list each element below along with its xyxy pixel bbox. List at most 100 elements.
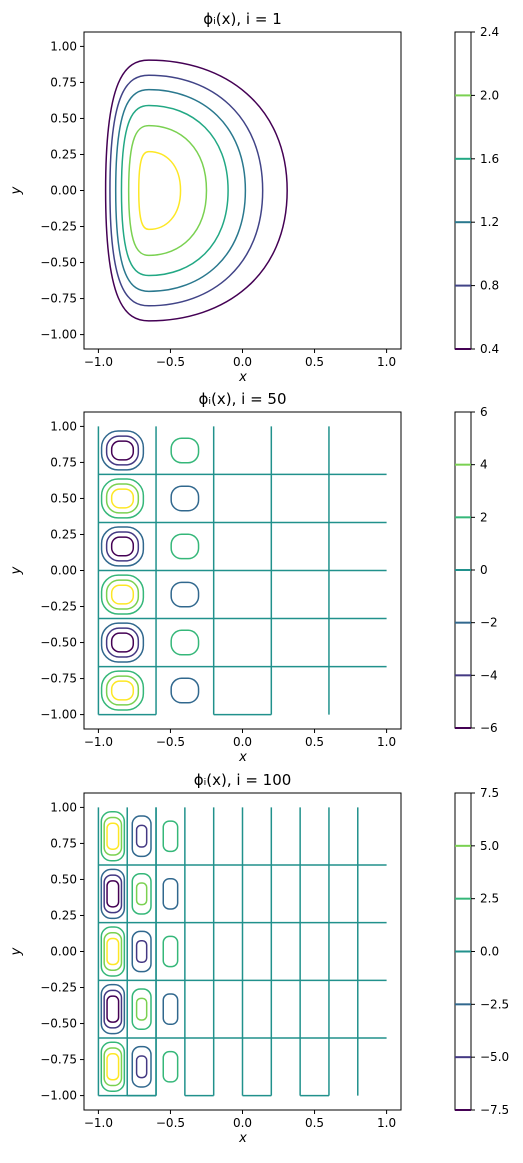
chart-title: ϕᵢ(x), i = 100 [194,771,292,789]
contour-cell-3-ring-0 [100,574,145,615]
colorbar-tick-label: 0 [480,563,488,577]
contour-level-0 [104,59,288,322]
colorbar-tick-label: −4 [480,668,498,682]
y-tick-label: 1.00 [50,419,77,433]
contour-cell-4-ring-1 [105,627,140,658]
y-tick-label: 0.50 [50,491,77,505]
x-axis-label: x [238,1131,247,1146]
contour-cell-0-ring-0 [100,430,145,471]
contour-cell-13-ring-0 [162,993,179,1026]
y-axis-label: y [9,566,24,575]
y-tick-label: 0.00 [50,945,77,959]
colorbar-tick-label: 5.0 [480,839,499,853]
contour-cell-0-ring-1 [105,435,140,466]
contour-cell-1-ring-1 [103,874,123,914]
contour-cell-11-ring-0 [162,877,179,910]
contour-cell-4-ring-0 [100,1041,126,1093]
contour-cell-7-ring-1 [135,939,148,964]
x-tick-label: 0.0 [233,735,252,749]
contour-cell-2-ring-2 [106,937,120,966]
y-tick-label: −0.50 [40,636,77,650]
contour-cell-1-ring-0 [100,868,126,920]
contour-cell-2-ring-1 [105,531,140,562]
colorbar-tick-label: 6 [480,405,488,419]
axes-frame [83,31,402,350]
colorbar-tick-label: 1.2 [480,215,499,229]
plot-area-1 [80,31,475,353]
contour-level-2 [114,88,247,293]
contour-cell-6-ring-0 [170,437,200,464]
x-axis-label: x [238,750,247,765]
contour-cell-5-ring-0 [131,815,152,858]
contour-cell-1-ring-2 [110,488,135,509]
y-tick-label: 0.00 [50,184,77,198]
contour-cell-10-ring-0 [170,629,200,656]
contour-cell-9-ring-1 [135,1055,148,1079]
x-tick-label: −0.5 [156,1116,185,1130]
y-tick-label: 0.50 [50,872,77,886]
colorbar-tick-label: 0.8 [480,279,499,293]
colorbar-tick-label: 4 [480,458,488,472]
contour-cell-4-ring-1 [103,1047,123,1087]
x-tick-label: −0.5 [156,735,185,749]
y-tick-label: −0.75 [40,672,77,686]
contour-cell-3-ring-1 [103,989,123,1029]
contour-cell-5-ring-1 [135,824,148,848]
contour-cell-8-ring-1 [135,997,148,1021]
contour-cell-8-ring-0 [170,533,200,560]
contour-cell-8-ring-0 [131,988,152,1031]
colorbar-tick-label: −6 [480,721,498,735]
contour-cell-1-ring-1 [105,483,140,514]
contour-cell-5-ring-1 [105,675,140,706]
y-tick-label: 0.50 [50,111,77,125]
colorbar-tick-label: −5.0 [480,1050,509,1064]
contour-level-4 [127,124,208,257]
x-tick-label: 1.0 [377,735,396,749]
contour-cell-6-ring-1 [135,882,148,906]
y-tick-label: 1.00 [50,800,77,814]
y-tick-label: 0.75 [50,455,77,469]
colorbar-tick-label: 2.0 [480,88,499,102]
y-tick-label: −0.25 [40,981,77,995]
x-tick-label: −0.5 [156,355,185,369]
y-tick-label: 0.75 [50,836,77,850]
y-tick-label: −0.50 [40,1017,77,1031]
contour-group [97,426,387,716]
contour-cell-2-ring-0 [100,926,126,977]
x-tick-label: 0.0 [233,1116,252,1130]
x-tick-label: −1.0 [84,355,113,369]
y-tick-label: −0.75 [40,1053,77,1067]
contour-level-3 [120,104,229,277]
x-tick-label: 1.0 [377,1116,396,1130]
x-tick-label: 0.5 [305,735,324,749]
contour-cell-11-ring-0 [170,677,200,704]
colorbar-tick-label: 0.0 [480,945,499,959]
y-tick-label: 1.00 [50,39,77,53]
y-tick-label: −0.25 [40,220,77,234]
contour-cell-2-ring-2 [110,536,135,557]
contour-cell-2-ring-1 [103,932,123,971]
x-tick-label: −1.0 [84,735,113,749]
plot-area-2 [80,411,475,733]
contour-group [104,59,288,322]
contour-cell-4-ring-2 [106,1053,120,1081]
y-tick-label: −0.75 [40,292,77,306]
contour-cell-3-ring-0 [100,983,126,1035]
contour-cell-1-ring-0 [100,478,145,519]
contour-cell-14-ring-0 [162,1050,179,1083]
y-tick-label: 0.25 [50,527,77,541]
contour-cell-3-ring-2 [106,995,120,1023]
contour-cell-0-ring-0 [100,810,126,862]
colorbar-tick-label: 2.5 [480,892,499,906]
x-tick-label: 0.0 [233,355,252,369]
colorbar-tick-label: 0.4 [480,342,499,356]
x-tick-label: 0.5 [305,355,324,369]
colorbar-tick-label: 2 [480,510,488,524]
contour-cell-0-ring-2 [110,440,135,461]
contour-cell-7-ring-0 [131,930,152,973]
contour-cell-0-ring-2 [106,822,120,850]
contour-level-1 [109,74,264,307]
contour-level-5 [138,150,182,231]
y-tick-label: 0.25 [50,908,77,922]
contour-cell-6-ring-0 [131,872,152,915]
